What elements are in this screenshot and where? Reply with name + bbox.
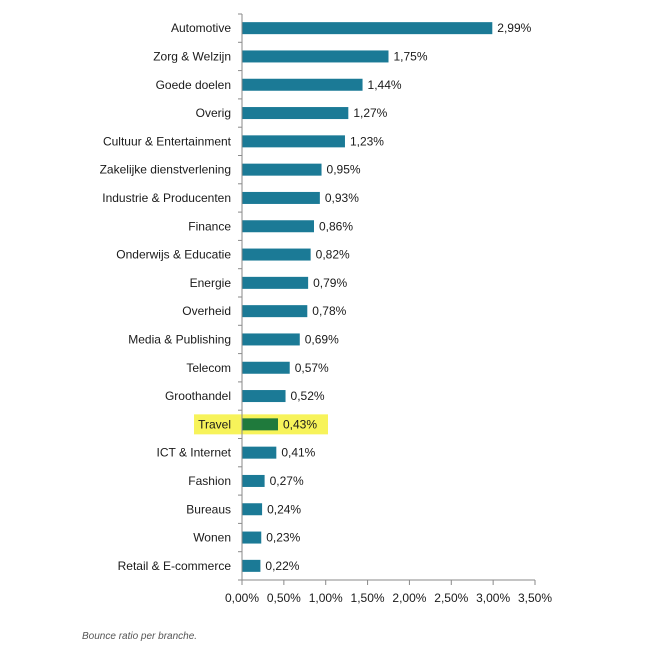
bar (242, 135, 345, 148)
bar (242, 276, 309, 289)
category-label: Fashion (188, 474, 231, 488)
category-label: Wonen (193, 531, 231, 545)
value-label: 2,99% (497, 21, 531, 35)
value-label: 0,27% (270, 474, 304, 488)
chart-caption: Bounce ratio per branche. (82, 631, 198, 642)
bar (242, 418, 278, 431)
value-label: 0,41% (281, 446, 315, 460)
category-label: Travel (198, 417, 231, 431)
category-label: Media & Publishing (128, 332, 231, 346)
x-tick-label: 3,50% (518, 591, 552, 605)
category-label: Telecom (186, 361, 231, 375)
category-label: Overheid (182, 304, 231, 318)
value-label: 0,52% (291, 389, 325, 403)
value-label: 0,95% (327, 163, 361, 177)
x-tick-label: 2,00% (392, 591, 426, 605)
bar (242, 305, 308, 318)
category-label: ICT & Internet (157, 446, 232, 460)
category-label: Overig (196, 106, 231, 120)
value-label: 0,79% (313, 276, 347, 290)
bar (242, 107, 349, 120)
bar (242, 248, 311, 261)
category-label: Automotive (171, 21, 231, 35)
bar (242, 191, 320, 204)
category-label: Zakelijke dienstverlening (100, 163, 231, 177)
value-label: 0,69% (305, 332, 339, 346)
bar (242, 22, 493, 35)
x-tick-label: 1,50% (351, 591, 385, 605)
x-tick-label: 1,00% (309, 591, 343, 605)
bar (242, 503, 263, 516)
value-label: 1,23% (350, 134, 384, 148)
category-label: Goede doelen (156, 78, 231, 92)
value-label: 1,27% (353, 106, 387, 120)
bar (242, 361, 290, 374)
bar (242, 220, 314, 233)
category-label: Finance (188, 219, 231, 233)
value-label: 1,75% (394, 49, 428, 63)
value-label: 0,78% (312, 304, 346, 318)
category-label: Bureaus (186, 502, 231, 516)
bar (242, 390, 286, 403)
bar (242, 446, 277, 459)
bar (242, 333, 300, 346)
category-label: Cultuur & Entertainment (103, 134, 232, 148)
bar (242, 559, 261, 572)
value-label: 0,82% (316, 248, 350, 262)
bar (242, 531, 262, 544)
value-label: 1,44% (368, 78, 402, 92)
x-tick-label: 2,50% (434, 591, 468, 605)
category-label: Retail & E-commerce (118, 559, 232, 573)
value-label: 0,86% (319, 219, 353, 233)
category-label: Industrie & Producenten (102, 191, 231, 205)
bar (242, 78, 363, 91)
x-tick-label: 3,00% (476, 591, 510, 605)
value-label: 0,93% (325, 191, 359, 205)
x-tick-label: 0,50% (267, 591, 301, 605)
category-label: Onderwijs & Educatie (116, 248, 231, 262)
category-label: Zorg & Welzijn (153, 49, 231, 63)
value-label: 0,23% (266, 531, 300, 545)
value-label: 0,57% (295, 361, 329, 375)
value-label: 0,24% (267, 502, 301, 516)
bar (242, 163, 322, 176)
x-tick-label: 0,00% (225, 591, 259, 605)
value-label: 0,43% (283, 417, 317, 431)
category-label: Energie (190, 276, 232, 290)
value-label: 0,22% (265, 559, 299, 573)
bar (242, 50, 389, 63)
bar (242, 474, 265, 487)
category-label: Groothandel (165, 389, 231, 403)
